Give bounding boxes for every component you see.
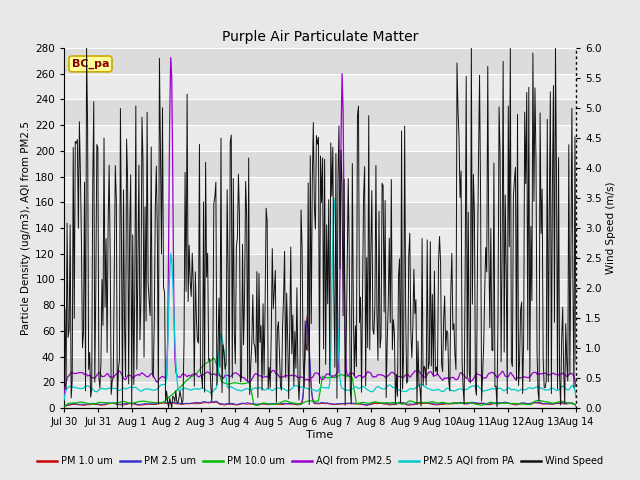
- Bar: [64, 74, 576, 99]
- Bar: [64, 254, 576, 279]
- Bar: [64, 125, 576, 151]
- Bar: [64, 48, 576, 74]
- Legend: PM 1.0 um, PM 2.5 um, PM 10.0 um, AQI from PM2.5, PM2.5 AQI from PA, Wind Speed: PM 1.0 um, PM 2.5 um, PM 10.0 um, AQI fr…: [33, 453, 607, 470]
- Text: BC_pa: BC_pa: [72, 59, 109, 69]
- Bar: [64, 331, 576, 357]
- Bar: [64, 279, 576, 305]
- Bar: [64, 151, 576, 177]
- X-axis label: Time: Time: [307, 430, 333, 440]
- Bar: [64, 177, 576, 202]
- Bar: [64, 357, 576, 382]
- Y-axis label: Particle Density (ug/m3), AQI from PM2.5: Particle Density (ug/m3), AQI from PM2.5: [21, 121, 31, 335]
- Y-axis label: Wind Speed (m/s): Wind Speed (m/s): [606, 182, 616, 274]
- Bar: [64, 99, 576, 125]
- Bar: [64, 202, 576, 228]
- Bar: [64, 382, 576, 408]
- Bar: [64, 305, 576, 331]
- Title: Purple Air Particulate Matter: Purple Air Particulate Matter: [222, 30, 418, 44]
- Bar: [64, 228, 576, 254]
